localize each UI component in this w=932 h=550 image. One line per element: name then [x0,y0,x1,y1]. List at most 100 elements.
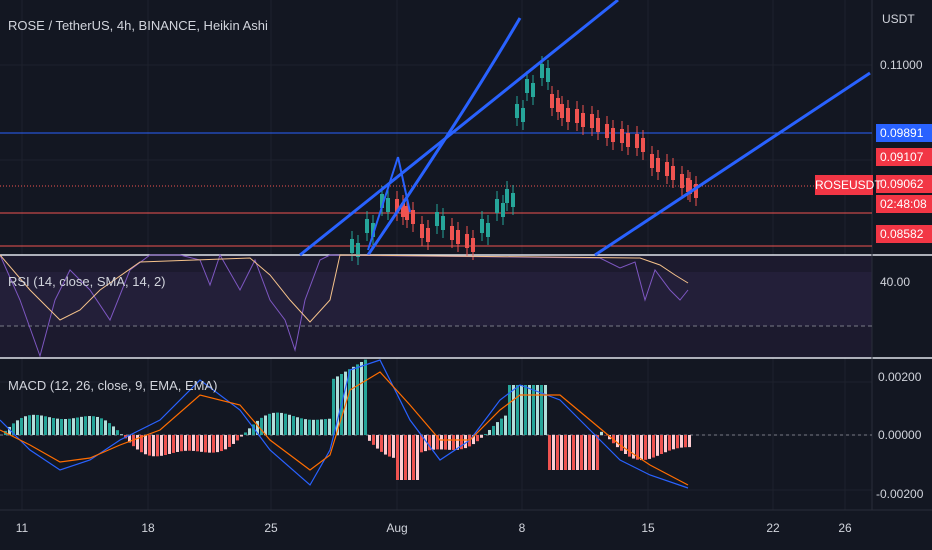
macd-histogram-bar [244,432,247,435]
candle-body [480,219,484,233]
macd-histogram-bar [28,415,31,435]
macd-histogram-bar [144,435,147,455]
time-label: 22 [766,521,780,535]
macd-histogram-bar [104,420,107,435]
macd-histogram-bar [288,414,291,435]
candle-body [405,206,409,220]
macd-histogram-bar [292,416,295,435]
macd-histogram-bar [256,420,259,435]
macd-histogram-bar [676,435,679,449]
macd-histogram-bar [148,435,151,456]
macd-histogram-bar [440,435,443,450]
macd-histogram-bar [324,419,327,435]
trendline [299,0,619,257]
macd-histogram-bar [580,435,583,470]
macd-histogram-bar [308,419,311,435]
candle-body [501,203,505,217]
macd-histogram-bar [636,435,639,460]
candle-body [641,138,645,152]
candle-body [550,94,554,108]
macd-line [0,359,689,489]
macd-histogram-bar [216,435,219,453]
macd-histogram-bar [224,435,227,450]
macd-histogram-bar [348,369,351,435]
macd-histogram-bar [476,435,479,442]
macd-histogram-bar [528,385,531,435]
price-tag-lower-line: 0.08582 [876,225,932,243]
macd-histogram-bar [516,385,519,435]
macd-histogram-bar [448,435,451,450]
macd-histogram-bar [240,435,243,437]
macd-histogram-bar [12,423,15,435]
macd-histogram-bar [276,412,279,435]
macd-histogram-bar [196,435,199,452]
macd-histogram-bar [508,385,511,435]
currency-label: USDT [882,12,915,26]
macd-histogram-bar [552,435,555,470]
macd-histogram-bar [296,417,299,435]
rsi-title[interactable]: RSI (14, close, SMA, 14, 2) [8,274,166,289]
macd-histogram-bar [312,419,315,435]
macd-histogram-bar [372,435,375,445]
macd-histogram-bar [488,429,491,435]
macd-histogram-bar [672,435,675,450]
macd-histogram-bar [680,435,683,448]
candle-body [471,238,475,252]
candle-body [581,113,585,127]
macd-histogram-bar [36,414,39,435]
macd-histogram-bar [236,435,239,441]
macd-histogram-bar [428,435,431,451]
candle-body [605,124,609,138]
macd-histogram-bar [20,417,23,435]
candle-body [521,108,525,122]
macd-histogram-bar [212,435,215,453]
candle-body [435,212,439,226]
macd-histogram-bar [472,435,475,445]
macd-histogram-bar [368,435,371,441]
candle-body [356,243,360,257]
macd-histogram-bar [8,426,11,435]
macd-histogram-bar [564,435,567,470]
candle-body [566,108,570,122]
countdown-tag: 02:48:08 [876,195,932,213]
candle-body [540,64,544,78]
candle-body [626,133,630,147]
macd-histogram-bar [192,435,195,451]
macd-histogram-bar [108,423,111,435]
macd-histogram-bar [380,435,383,452]
macd-histogram-bar [444,435,447,450]
candle-body [515,104,519,118]
macd-histogram-bar [96,416,99,435]
macd-histogram-bar [336,376,339,435]
candle-body [380,194,384,208]
symbol-title[interactable]: ROSE / TetherUS, 4h, BINANCE, Heikin Ash… [8,18,268,33]
macd-histogram-bar [688,435,691,448]
macd-tick-bottom: -0.00200 [876,487,924,501]
macd-histogram-bar [280,412,283,435]
macd-title[interactable]: MACD (12, 26, close, 9, EMA, EMA) [8,378,218,393]
macd-histogram-bar [204,435,207,453]
macd-histogram-bar [120,434,123,435]
macd-histogram-bar [560,435,563,470]
macd-histogram-bar [80,416,83,435]
macd-histogram-bar [140,435,143,453]
macd-histogram-bar [360,362,363,435]
time-label: 18 [141,521,155,535]
candle-body [450,226,454,240]
candle-body [546,68,550,82]
macd-histogram-bar [200,435,203,452]
macd-histogram-bar [684,435,687,448]
candle-body [590,114,594,128]
macd-histogram-bar [16,420,19,435]
macd-histogram-bar [656,435,659,456]
rsi-ma-line [0,254,689,323]
macd-histogram-bar [452,435,455,450]
macd-histogram-bar [396,435,399,480]
macd-histogram-bar [620,435,623,451]
price-tick: 0.11000 [880,58,923,72]
macd-histogram-bar [32,414,35,435]
macd-histogram-bar [48,417,51,435]
macd-histogram-bar [180,435,183,452]
candle-body [575,109,579,123]
